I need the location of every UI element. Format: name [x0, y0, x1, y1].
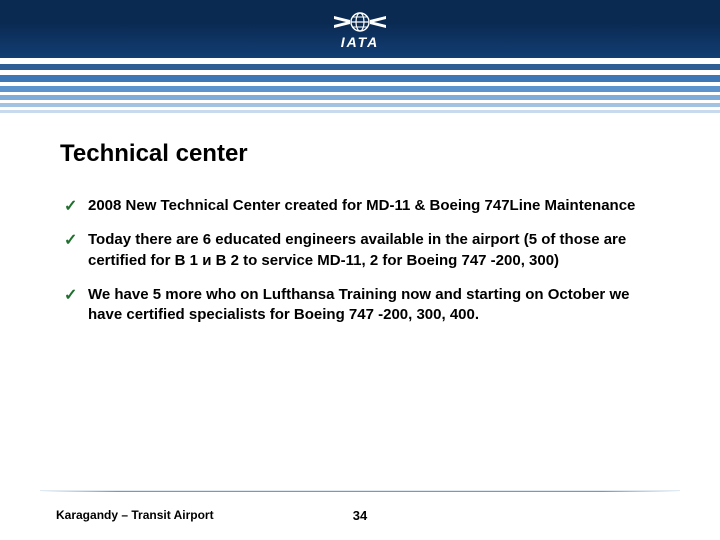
globe-wings-icon — [332, 8, 388, 36]
check-icon: ✓ — [64, 285, 77, 307]
slide-content: Technical center ✓ 2008 New Technical Cen… — [0, 116, 720, 325]
header-stripes — [0, 58, 720, 116]
footer-rule — [40, 490, 680, 492]
footer: Karagandy – Transit Airport 34 — [0, 508, 720, 522]
list-item: ✓ We have 5 more who on Lufthansa Trainin… — [60, 285, 660, 326]
check-icon: ✓ — [64, 230, 77, 252]
list-item: ✓ Today there are 6 educated engineers av… — [60, 230, 660, 271]
list-item-text: 2008 New Technical Center created for MD… — [88, 197, 635, 214]
iata-logo: IATA — [332, 8, 388, 50]
logo-text: IATA — [341, 34, 380, 50]
list-item: ✓ 2008 New Technical Center created for M… — [60, 196, 660, 216]
check-icon: ✓ — [64, 196, 77, 218]
header-stripe — [0, 113, 720, 116]
list-item-text: Today there are 6 educated engineers ava… — [88, 231, 626, 268]
footer-left-text: Karagandy – Transit Airport — [56, 508, 214, 522]
bullet-list: ✓ 2008 New Technical Center created for M… — [60, 196, 660, 325]
header-stripe — [0, 75, 720, 82]
header-band: IATA — [0, 0, 720, 58]
page-title: Technical center — [60, 140, 660, 168]
page-number: 34 — [353, 508, 367, 523]
list-item-text: We have 5 more who on Lufthansa Training… — [88, 286, 629, 323]
